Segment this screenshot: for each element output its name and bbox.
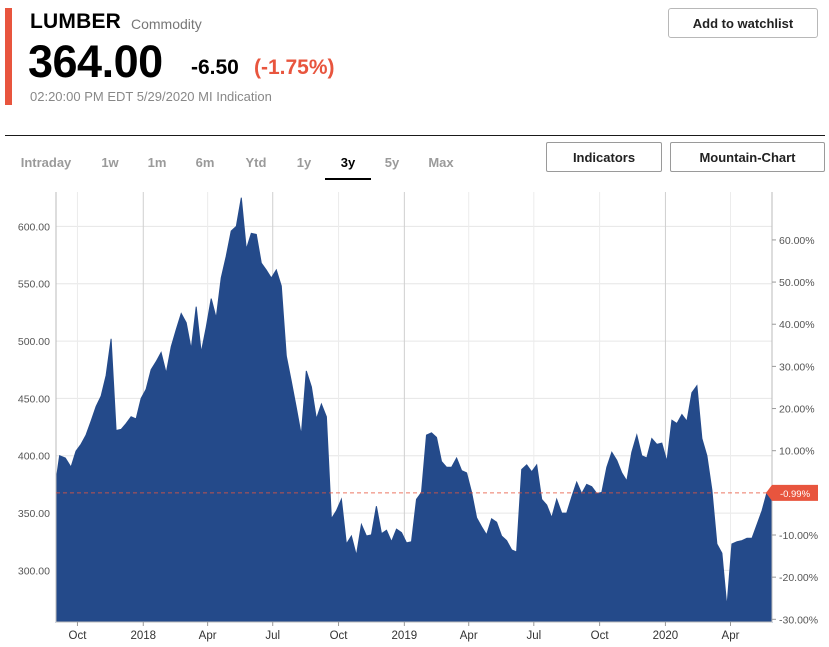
x-tick-label: Jul	[526, 630, 541, 642]
x-tick-label: Oct	[591, 630, 610, 642]
right-axis-tick-label: 60.00%	[779, 235, 815, 247]
tab-max[interactable]: Max	[428, 155, 454, 170]
y-tick-label: 600.00	[18, 221, 50, 233]
tab-1y[interactable]: 1y	[296, 155, 312, 170]
tab-6m[interactable]: 6m	[195, 155, 215, 170]
quote-timestamp: 02:20:00 PM EDT 5/29/2020 MI Indication	[30, 89, 272, 104]
x-tick-label: 2020	[653, 630, 679, 642]
price-change-percent: (-1.75%)	[254, 56, 335, 79]
last-price: 364.00	[28, 36, 163, 87]
x-tick-label: Oct	[330, 630, 349, 642]
x-tick-label: Jul	[265, 630, 280, 642]
y-tick-label: 550.00	[18, 279, 50, 291]
right-axis-tick-label: -10.00%	[779, 530, 818, 542]
price-chart[interactable]: 300.00 350.00 400.00 450.00 500.00 550.00 600.…	[0, 180, 829, 647]
tab-ytd[interactable]: Ytd	[245, 155, 267, 170]
add-to-watchlist-button[interactable]: Add to watchlist	[668, 8, 818, 38]
right-axis-tick-label: 40.00%	[779, 319, 815, 331]
right-axis-tick-label: -30.00%	[779, 614, 818, 626]
reference-badge-label: -0.99%	[780, 489, 811, 500]
x-tick-label: Apr	[722, 630, 740, 642]
x-tick-label: 2019	[392, 630, 418, 642]
tab-5y[interactable]: 5y	[384, 155, 400, 170]
accent-bar	[5, 8, 12, 105]
x-tick-label: Apr	[460, 630, 478, 642]
x-tick-label: 2018	[130, 630, 156, 642]
right-axis-tick-label: 20.00%	[779, 404, 815, 416]
indicators-button[interactable]: Indicators	[546, 142, 662, 172]
price-area	[55, 197, 773, 623]
right-axis-tick-label: 10.00%	[779, 446, 815, 458]
x-tick-label: Apr	[199, 630, 217, 642]
reference-badge	[766, 484, 818, 501]
header-divider	[5, 135, 825, 136]
tab-3y[interactable]: 3y	[325, 148, 371, 180]
y-tick-label: 400.00	[18, 451, 50, 463]
symbol: LUMBER	[30, 10, 122, 33]
right-axis-tick-label: 30.00%	[779, 361, 815, 373]
y-tick-label: 450.00	[18, 393, 50, 405]
right-axis-tick-label: 50.00%	[779, 277, 815, 289]
asset-type: Commodity	[131, 16, 202, 32]
y-tick-label: 300.00	[18, 565, 50, 577]
y-tick-label: 500.00	[18, 336, 50, 348]
price-change: -6.50	[191, 56, 239, 79]
tab-intraday[interactable]: Intraday	[20, 155, 72, 170]
tab-1w[interactable]: 1w	[101, 155, 119, 170]
x-tick-label: Oct	[69, 630, 88, 642]
tab-1m[interactable]: 1m	[147, 155, 167, 170]
right-axis-tick-label: -20.00%	[779, 572, 818, 584]
y-tick-label: 350.00	[18, 508, 50, 520]
chart-type-button[interactable]: Mountain-Chart	[670, 142, 825, 172]
